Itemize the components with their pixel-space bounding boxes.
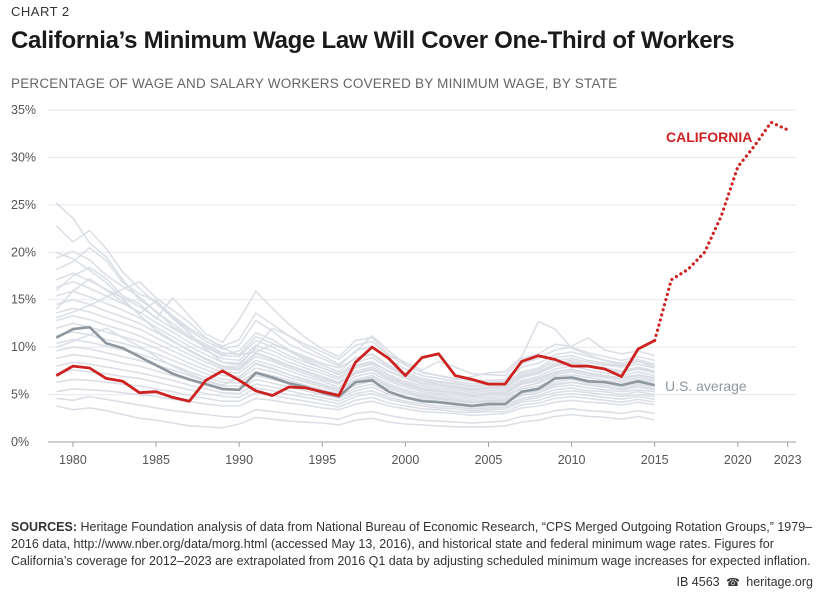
site-link[interactable]: heritage.org xyxy=(746,575,813,589)
y-tick-label: 10% xyxy=(11,340,36,354)
state-line xyxy=(56,369,655,412)
publication-id: IB 4563 xyxy=(676,575,720,589)
y-tick-label: 30% xyxy=(11,150,36,164)
california-line xyxy=(55,339,656,403)
state-line xyxy=(55,266,655,377)
y-tick-label: 15% xyxy=(11,293,36,307)
y-axis-ticks: 0% 5% 10% 15% 20% 25% 30% 35% xyxy=(11,103,36,449)
x-tick-label: 1980 xyxy=(59,453,87,467)
y-tick-label: 0% xyxy=(11,435,29,449)
highlight-series xyxy=(55,120,790,408)
california-projection-line xyxy=(653,120,790,343)
state-line xyxy=(56,361,655,410)
us-average-line xyxy=(55,325,655,408)
state-line xyxy=(56,388,655,417)
x-tick-label: 1985 xyxy=(142,453,170,467)
chart-kicker: CHART 2 xyxy=(11,4,70,19)
state-line xyxy=(56,298,655,396)
state-line xyxy=(55,278,655,381)
chart-subtitle: PERCENTAGE OF WAGE AND SALARY WORKERS CO… xyxy=(11,76,618,91)
sources-note: SOURCES: Heritage Foundation analysis of… xyxy=(11,519,816,570)
x-tick-label: 1995 xyxy=(308,453,336,467)
x-axis-ticks: 1980 1985 1990 1995 2000 2005 2010 2015 2020 2023 xyxy=(59,442,802,467)
y-tick-label: 5% xyxy=(11,388,29,402)
sources-lead: SOURCES: xyxy=(11,520,77,534)
x-tick-label: 2015 xyxy=(641,453,669,467)
state-line xyxy=(56,290,655,394)
gridlines xyxy=(48,109,796,443)
state-line xyxy=(56,250,655,387)
footer: IB 4563 ☎ heritage.org xyxy=(677,575,813,589)
y-tick-label: 20% xyxy=(11,245,36,259)
california-label: CALIFORNIA xyxy=(666,129,752,145)
us-average-label: U.S. average xyxy=(665,378,747,394)
bell-icon: ☎ xyxy=(726,577,740,589)
state-line xyxy=(56,378,655,414)
state-line xyxy=(56,280,655,391)
y-tick-label: 25% xyxy=(11,198,36,212)
x-tick-label: 2023 xyxy=(774,453,802,467)
state-line xyxy=(56,338,655,404)
x-tick-label: 2005 xyxy=(475,453,503,467)
state-line xyxy=(56,315,655,399)
y-tick-label: 35% xyxy=(11,103,36,117)
state-line xyxy=(56,353,655,408)
x-tick-label: 2000 xyxy=(391,453,419,467)
line-chart: 0% 5% 10% 15% 20% 25% 30% 35% 1980 1985 1990 1995 2… xyxy=(11,103,802,467)
state-line xyxy=(56,327,655,404)
sources-text: Heritage Foundation analysis of data fro… xyxy=(11,520,813,568)
state-line xyxy=(56,395,655,424)
x-tick-label: 2020 xyxy=(724,453,752,467)
x-tick-label: 2010 xyxy=(558,453,586,467)
state-line xyxy=(56,251,655,397)
x-tick-label: 1990 xyxy=(225,453,253,467)
state-line xyxy=(56,405,655,429)
chart-title: California’s Minimum Wage Law Will Cover… xyxy=(11,27,735,54)
